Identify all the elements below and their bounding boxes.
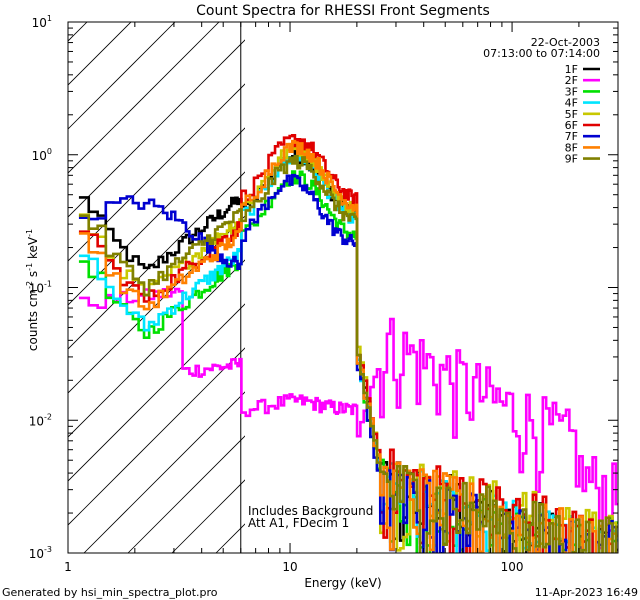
hatch-line: [68, 259, 245, 438]
legend-label-4F: 4F: [565, 97, 578, 110]
chart-title: Count Spectra for RHESSI Front Segments: [196, 3, 490, 19]
footer-timestamp: 11-Apr-2023 16:49: [535, 586, 638, 599]
hatched-excluded-region: [0, 0, 640, 553]
hatch-line: [68, 22, 220, 174]
legend-label-9F: 9F: [565, 153, 578, 166]
legend-label-1F: 1F: [565, 63, 578, 76]
x-tick-label: 100: [501, 560, 524, 574]
hatch-line: [68, 22, 176, 130]
hatch-line: [68, 39, 245, 218]
hatch-line: [83, 391, 245, 553]
y-tick-label: 10-1: [29, 280, 52, 296]
hatch-line: [68, 171, 245, 350]
hatch-line: [436, 0, 640, 553]
legend-label-3F: 3F: [565, 85, 578, 98]
hatch-line: [127, 435, 245, 553]
y-tick-label: 10-3: [29, 545, 52, 561]
footer-generated-by: Generated by hsi_min_spectra_plot.pro: [2, 586, 218, 599]
legend-label-6F: 6F: [565, 119, 578, 132]
series-line-6F: [78, 134, 614, 553]
series-line-2F: [78, 287, 618, 550]
x-tick-label: 1: [64, 560, 72, 574]
x-axis-label: Energy (keV): [304, 576, 381, 590]
hatch-line: [392, 0, 640, 553]
hatch-line: [0, 0, 28, 553]
y-tick-label: 10-2: [29, 412, 52, 428]
series-line-8F: [78, 139, 618, 553]
legend-label-2F: 2F: [565, 74, 578, 87]
hatch-line: [68, 347, 245, 526]
hatch-line: [68, 303, 245, 482]
y-axis-label: counts cm-2 s-1 keV-1: [25, 229, 40, 351]
legend-label-8F: 8F: [565, 141, 578, 154]
y-tick-label: 101: [32, 14, 52, 30]
time-range-label: 07:13:00 to 07:14:00: [483, 47, 600, 60]
x-tick-label: 10: [282, 560, 297, 574]
attenuator-note: Att A1, FDecim 1: [248, 516, 349, 530]
background-note: Includes Background: [248, 504, 373, 518]
series-line-9F: [78, 155, 618, 553]
y-tick-label: 100: [32, 147, 52, 163]
series-line-3F: [78, 170, 618, 553]
legend-label-5F: 5F: [565, 108, 578, 121]
hatch-line: [68, 215, 245, 394]
date-label: 22-Oct-2003: [531, 36, 600, 49]
legend-label-7F: 7F: [565, 130, 578, 143]
hatch-line: [68, 83, 245, 262]
hatch-line: [68, 22, 132, 86]
